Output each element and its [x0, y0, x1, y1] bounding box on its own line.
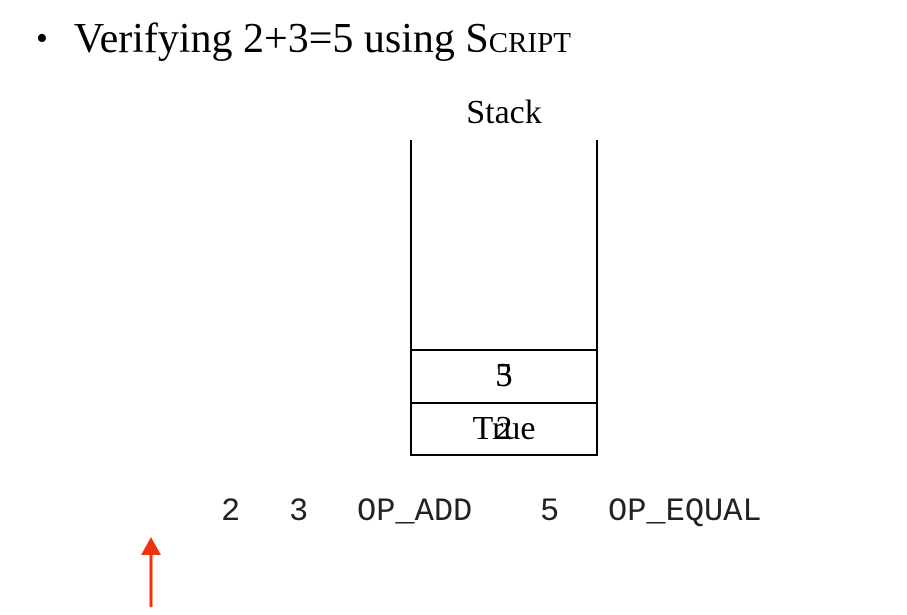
bullet-icon: •	[36, 20, 48, 57]
pointer-arrow-head	[141, 537, 161, 555]
heading-small-caps: cript	[488, 16, 571, 62]
script-token-op-equal: OP_EQUAL	[608, 493, 762, 530]
stack-cell-upper: 5 3	[412, 349, 596, 401]
stack-cell-lower-value-a: True	[472, 410, 536, 447]
stack-cell-lower-value-b: 2	[495, 410, 513, 447]
heading-text: Verifying 2+3=5 using S	[73, 16, 489, 62]
pointer-arrow-shaft	[149, 553, 153, 607]
script-token-5: 5	[540, 493, 560, 530]
pointer-arrow-icon	[141, 537, 161, 607]
stack-cell-upper-value-a: 5	[495, 357, 513, 394]
stack-cell-upper-value-b: 3	[495, 357, 513, 394]
script-token-3: 3	[289, 493, 309, 530]
stack-label: Stack	[466, 94, 542, 131]
stack-container: 5 3 True 2	[410, 140, 598, 456]
stack-cell-lower: True 2	[412, 402, 596, 454]
script-token-op-add: OP_ADD	[357, 493, 473, 530]
script-token-2: 2	[221, 493, 241, 530]
